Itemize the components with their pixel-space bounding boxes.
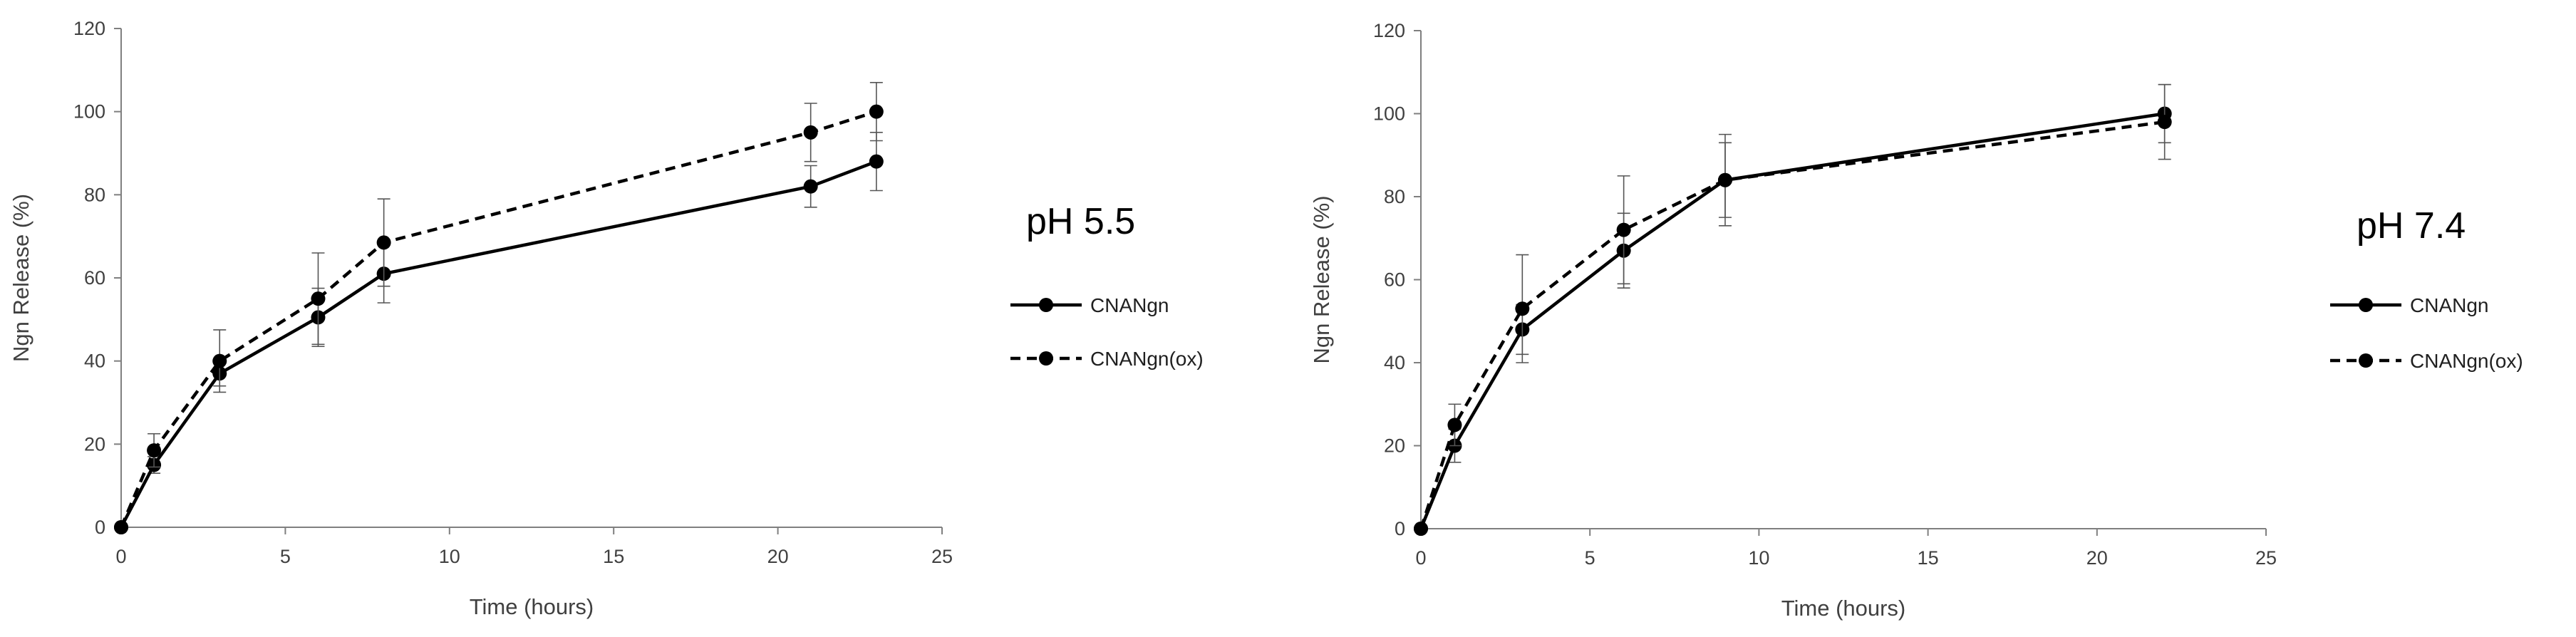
x-tick-label: 15 <box>603 546 624 567</box>
legend-label: CNANgn <box>2410 294 2488 316</box>
y-tick-label: 40 <box>84 351 105 372</box>
y-tick-label: 100 <box>73 101 105 123</box>
legend-item-cnangn: CNANgn <box>1010 294 1169 316</box>
data-point <box>803 179 818 194</box>
legend-marker <box>2359 353 2373 368</box>
y-tick-label: 20 <box>84 433 105 455</box>
y-tick-label: 80 <box>84 184 105 205</box>
x-tick-label: 5 <box>280 546 291 567</box>
series-line <box>119 110 877 528</box>
data-point <box>212 353 227 368</box>
x-tick-label: 0 <box>115 546 126 567</box>
legend: CNANgn CNANgn(ox) <box>2330 294 2523 372</box>
legend-label: CNANgn(ox) <box>2410 350 2523 372</box>
legend-marker <box>1039 351 1053 366</box>
y-tick-label: 100 <box>1373 103 1405 125</box>
x-tick-label: 10 <box>439 546 460 567</box>
panel-label: pH 5.5 <box>1026 201 1135 242</box>
chart-ph-5-5: 0 20 40 60 80 100 120 0 5 10 15 20 25 Time (hours) Ngn… <box>9 18 1204 619</box>
y-tick-label: 80 <box>1384 186 1405 207</box>
series-cnangn-ox <box>1414 83 2172 536</box>
data-point <box>376 235 391 250</box>
y-tick-label: 0 <box>1395 518 1405 539</box>
x-tick-label: 20 <box>2086 547 2108 569</box>
data-point <box>803 125 818 140</box>
x-tick-label: 15 <box>1918 547 1939 569</box>
x-tick-label: 25 <box>931 546 953 567</box>
series-line <box>120 160 877 529</box>
y-tick-label: 0 <box>95 517 105 538</box>
data-point <box>147 443 162 458</box>
x-axis-label: Time (hours) <box>1781 596 1906 621</box>
data-point <box>1616 222 1631 237</box>
panel-label: pH 7.4 <box>2357 205 2466 247</box>
y-axis-label: Ngn Release (%) <box>1309 195 1334 363</box>
x-tick-label: 20 <box>767 546 789 567</box>
y-tick-label: 60 <box>84 267 105 289</box>
y-tick-label: 120 <box>73 18 105 39</box>
data-point <box>2157 115 2172 130</box>
x-tick-label: 25 <box>2255 547 2277 569</box>
y-tick-label: 20 <box>1384 435 1405 457</box>
x-tick-label: 5 <box>1585 547 1595 569</box>
data-point <box>869 154 884 169</box>
data-point <box>1414 522 1428 536</box>
data-point <box>1515 301 1530 316</box>
legend-item-cnangn-ox: CNANgn(ox) <box>1010 348 1204 370</box>
series-line <box>1419 112 2166 529</box>
legend-marker <box>1039 298 1053 312</box>
x-axis-label: Time (hours) <box>470 594 594 619</box>
y-tick-label: 120 <box>1373 20 1405 41</box>
legend-item-cnangn-ox: CNANgn(ox) <box>2330 350 2523 372</box>
y-tick-label: 40 <box>1384 352 1405 373</box>
data-point <box>114 520 128 534</box>
series-cnangn-ox <box>114 82 884 534</box>
legend-item-cnangn: CNANgn <box>2330 294 2488 316</box>
data-point <box>1447 418 1462 433</box>
legend: CNANgn CNANgn(ox) <box>1010 294 1204 370</box>
x-tick-label: 10 <box>1748 547 1769 569</box>
series-line <box>1419 120 2165 529</box>
x-tick-label: 0 <box>1415 547 1426 569</box>
y-tick-label: 60 <box>1384 269 1405 291</box>
data-point <box>1717 172 1732 187</box>
legend-label: CNANgn <box>1090 294 1169 316</box>
legend-label: CNANgn(ox) <box>1090 348 1204 370</box>
data-point <box>869 104 884 119</box>
data-point <box>311 291 326 306</box>
legend-marker <box>2359 298 2373 312</box>
series-cnangn <box>114 132 884 534</box>
y-axis-label: Ngn Release (%) <box>9 194 33 362</box>
chart-ph-7-4: 0 20 40 60 80 100 120 0 5 10 15 20 25 Time (hours) Ngn… <box>1309 20 2523 621</box>
